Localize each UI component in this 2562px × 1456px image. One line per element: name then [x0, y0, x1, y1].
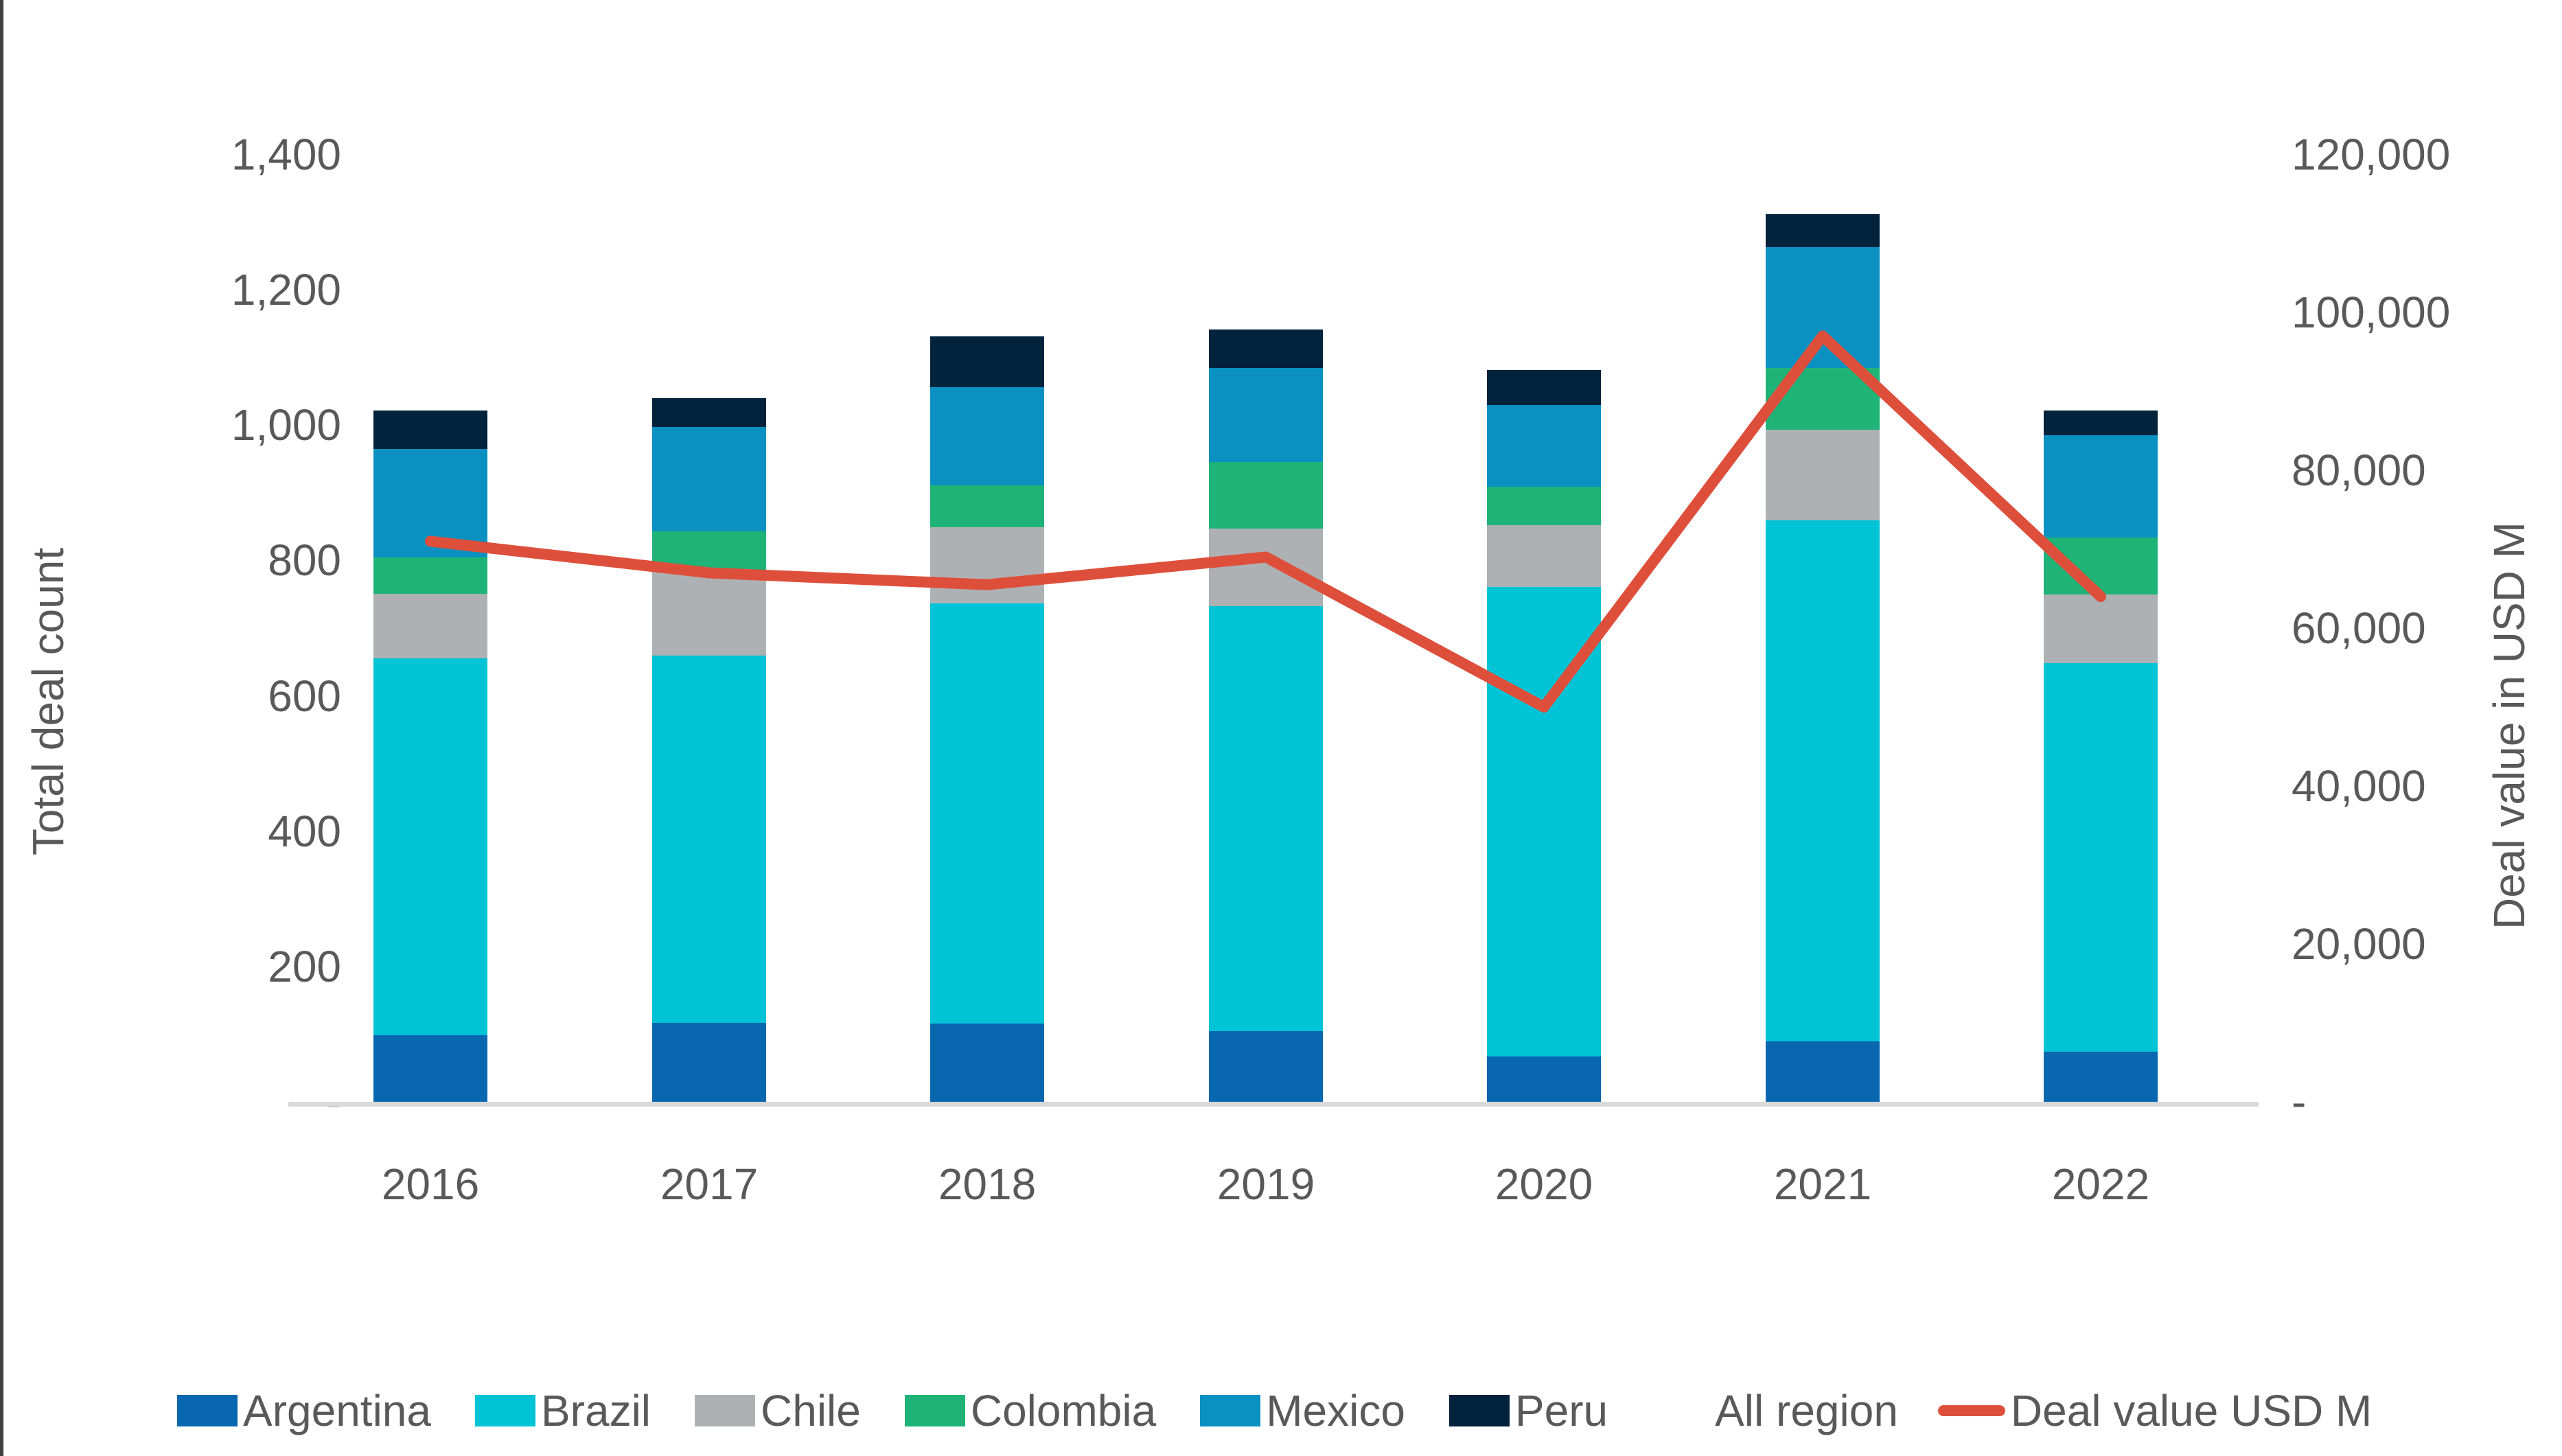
legend-label: Mexico — [1266, 1386, 1405, 1435]
y-axis-right-tick-100,000: 100,000 — [2292, 288, 2451, 337]
bar-segment-mexico-2020[interactable] — [1487, 404, 1601, 487]
page-left-border — [0, 0, 3, 1456]
bar-segment-peru-2021[interactable] — [1766, 213, 1880, 248]
y-axis-right-tick-20,000: 20,000 — [2292, 919, 2426, 969]
bar-segment-mexico-2021[interactable] — [1766, 247, 1880, 368]
legend-item-chile[interactable]: Chile — [695, 1385, 861, 1436]
stacked-bar-2018[interactable] — [930, 336, 1044, 1102]
y-axis-left-tick-600: 600 — [268, 671, 341, 721]
legend-swatch-colombia — [904, 1395, 965, 1426]
bar-segment-brazil-2019[interactable] — [1209, 606, 1323, 1031]
bar-segment-brazil-2016[interactable] — [373, 658, 487, 1036]
y-axis-right-tick-40,000: 40,000 — [2292, 761, 2426, 811]
legend-label: All region — [1715, 1386, 1898, 1435]
bar-segment-argentina-2022[interactable] — [2044, 1052, 2158, 1102]
legend-item-colombia[interactable]: Colombia — [904, 1385, 1157, 1436]
x-axis-label-2016: 2016 — [381, 1159, 480, 1209]
bar-segment-chile-2019[interactable] — [1209, 529, 1323, 607]
bar-segment-mexico-2018[interactable] — [930, 387, 1044, 486]
y-axis-left-tick-200: 200 — [268, 941, 341, 991]
y-axis-left-tick-1,400: 1,400 — [231, 130, 341, 179]
bar-segment-chile-2018[interactable] — [930, 527, 1044, 603]
bar-segment-peru-2020[interactable] — [1487, 369, 1601, 405]
legend-label: Chile — [761, 1386, 861, 1435]
x-axis-line — [288, 1102, 2259, 1107]
stacked-bar-2020[interactable] — [1487, 369, 1601, 1102]
bar-segment-chile-2021[interactable] — [1766, 430, 1880, 521]
bar-segment-peru-2019[interactable] — [1209, 330, 1323, 368]
x-axis-label-2017: 2017 — [660, 1159, 759, 1209]
x-axis-label-2020: 2020 — [1494, 1159, 1593, 1209]
legend-swatch-peru — [1449, 1395, 1510, 1426]
bar-segment-mexico-2019[interactable] — [1209, 367, 1323, 462]
bar-segment-argentina-2021[interactable] — [1766, 1041, 1880, 1102]
bar-segment-chile-2020[interactable] — [1487, 525, 1601, 587]
bar-segment-peru-2017[interactable] — [652, 397, 766, 428]
bar-segment-argentina-2020[interactable] — [1487, 1056, 1601, 1102]
x-axis-label-2018: 2018 — [938, 1159, 1037, 1209]
y-axis-right-tick-120,000: 120,000 — [2292, 130, 2451, 179]
y-axis-left-tick-1,000: 1,000 — [231, 400, 341, 450]
legend-swatch-argentina — [177, 1395, 238, 1426]
bar-segment-colombia-2016[interactable] — [373, 557, 487, 594]
stacked-bar-2017[interactable] — [652, 397, 766, 1102]
legend-label: Deal value USD M — [2010, 1386, 2373, 1435]
bar-segment-colombia-2020[interactable] — [1487, 487, 1601, 526]
stacked-bar-2022[interactable] — [2044, 410, 2158, 1102]
chart-legend: Argentina Brazil Chile Colombia Mexico Peru Al… — [177, 1385, 2416, 1436]
stacked-bar-2016[interactable] — [373, 410, 487, 1102]
bar-segment-peru-2018[interactable] — [930, 336, 1044, 388]
legend-item-peru[interactable]: Peru — [1449, 1385, 1608, 1436]
bar-segment-brazil-2018[interactable] — [930, 603, 1044, 1024]
bar-segment-colombia-2018[interactable] — [930, 485, 1044, 528]
bar-segment-argentina-2017[interactable] — [652, 1022, 766, 1102]
x-axis-label-2021: 2021 — [1773, 1159, 1872, 1209]
bar-segment-chile-2017[interactable] — [652, 570, 766, 656]
x-axis-label-2019: 2019 — [1216, 1159, 1315, 1209]
legend-line-swatch-deal-value — [1937, 1405, 2005, 1416]
bar-segment-brazil-2022[interactable] — [2044, 663, 2158, 1052]
y-axis-right-tick--: - — [2292, 1077, 2307, 1126]
bar-segment-peru-2016[interactable] — [373, 410, 487, 449]
bar-segment-mexico-2022[interactable] — [2044, 435, 2158, 538]
bar-segment-argentina-2018[interactable] — [930, 1023, 1044, 1102]
x-axis-label-2022: 2022 — [2051, 1159, 2150, 1209]
legend-swatch-brazil — [474, 1395, 535, 1426]
bar-segment-brazil-2017[interactable] — [652, 656, 766, 1023]
bar-segment-colombia-2019[interactable] — [1209, 461, 1323, 529]
legend-item-argentina[interactable]: Argentina — [177, 1385, 431, 1436]
bar-segment-chile-2016[interactable] — [373, 593, 487, 659]
legend-item-deal-value-usd-m[interactable]: Deal value USD M — [1937, 1385, 2373, 1436]
bar-segment-argentina-2019[interactable] — [1209, 1030, 1323, 1102]
legend-label: Colombia — [970, 1386, 1157, 1435]
legend-label: Argentina — [243, 1386, 431, 1435]
y-axis-right-tick-80,000: 80,000 — [2292, 446, 2426, 495]
y-axis-left-tick-800: 800 — [268, 535, 341, 586]
bar-segment-chile-2022[interactable] — [2044, 594, 2158, 664]
legend-item-brazil[interactable]: Brazil — [474, 1385, 651, 1436]
y-axis-right-tick-60,000: 60,000 — [2292, 603, 2426, 653]
legend-item-mexico[interactable]: Mexico — [1200, 1385, 1405, 1436]
bar-segment-peru-2022[interactable] — [2044, 410, 2158, 436]
legend-label: Peru — [1514, 1386, 1608, 1435]
bar-segment-argentina-2016[interactable] — [373, 1035, 487, 1102]
legend-item-all-region[interactable]: All region — [1715, 1385, 1898, 1436]
legend-swatch-chile — [695, 1395, 755, 1426]
bar-segment-brazil-2021[interactable] — [1766, 520, 1880, 1042]
legend-label: Brazil — [540, 1386, 651, 1435]
deal-value-line[interactable] — [425, 330, 2106, 713]
legend-swatch-mexico — [1200, 1395, 1261, 1426]
stacked-bar-2019[interactable] — [1209, 330, 1323, 1102]
y-axis-left-tick-1,200: 1,200 — [231, 265, 341, 315]
bar-segment-mexico-2017[interactable] — [652, 427, 766, 532]
y-axis-left-tick-400: 400 — [268, 806, 341, 856]
